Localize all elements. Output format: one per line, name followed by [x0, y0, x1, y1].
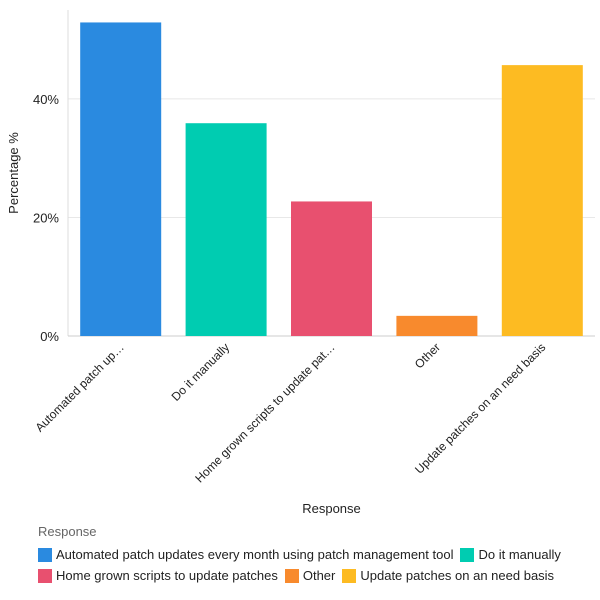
legend-label: Do it manually: [478, 547, 561, 562]
y-tick-label: 20%: [33, 210, 59, 225]
legend: Response Automated patch updates every m…: [38, 524, 568, 586]
legend-label: Update patches on an need basis: [360, 568, 555, 583]
legend-swatch: [38, 568, 52, 583]
x-tick-label: Do it manually: [169, 340, 233, 404]
y-tick-label: 40%: [33, 92, 59, 107]
bar: [501, 65, 583, 337]
bar: [291, 201, 372, 336]
legend-label: Automated patch updates every month usin…: [56, 547, 454, 562]
bar: [80, 22, 162, 337]
y-tick-label: 0%: [40, 329, 59, 344]
legend-item[interactable]: Do it manually: [460, 547, 561, 562]
legend-swatch: [342, 568, 357, 583]
legend-item[interactable]: Automated patch updates every month usin…: [38, 547, 453, 562]
y-axis-title: Percentage %: [6, 132, 21, 214]
legend-swatch: [38, 547, 52, 562]
legend-swatch: [460, 547, 475, 562]
legend-item[interactable]: Update patches on an need basis: [342, 568, 554, 583]
legend-item[interactable]: Other: [284, 568, 336, 583]
legend-title: Response: [38, 524, 97, 539]
x-tick-label: Update patches on an need basis: [412, 340, 548, 476]
bar: [396, 315, 478, 336]
legend-item[interactable]: Home grown scripts to update patches: [38, 568, 278, 583]
legend-row: Automated patch updates every month usin…: [38, 544, 568, 565]
bar: [185, 123, 267, 336]
legend-label: Other: [302, 568, 336, 583]
x-axis-title: Response: [302, 501, 361, 516]
x-tick-label: Other: [412, 340, 443, 371]
legend-label: Home grown scripts to update patches: [56, 568, 278, 583]
legend-row: Home grown scripts to update patches Othe…: [38, 565, 568, 586]
x-tick-label: Automated patch up…: [32, 340, 126, 434]
legend-swatch: [284, 568, 299, 583]
